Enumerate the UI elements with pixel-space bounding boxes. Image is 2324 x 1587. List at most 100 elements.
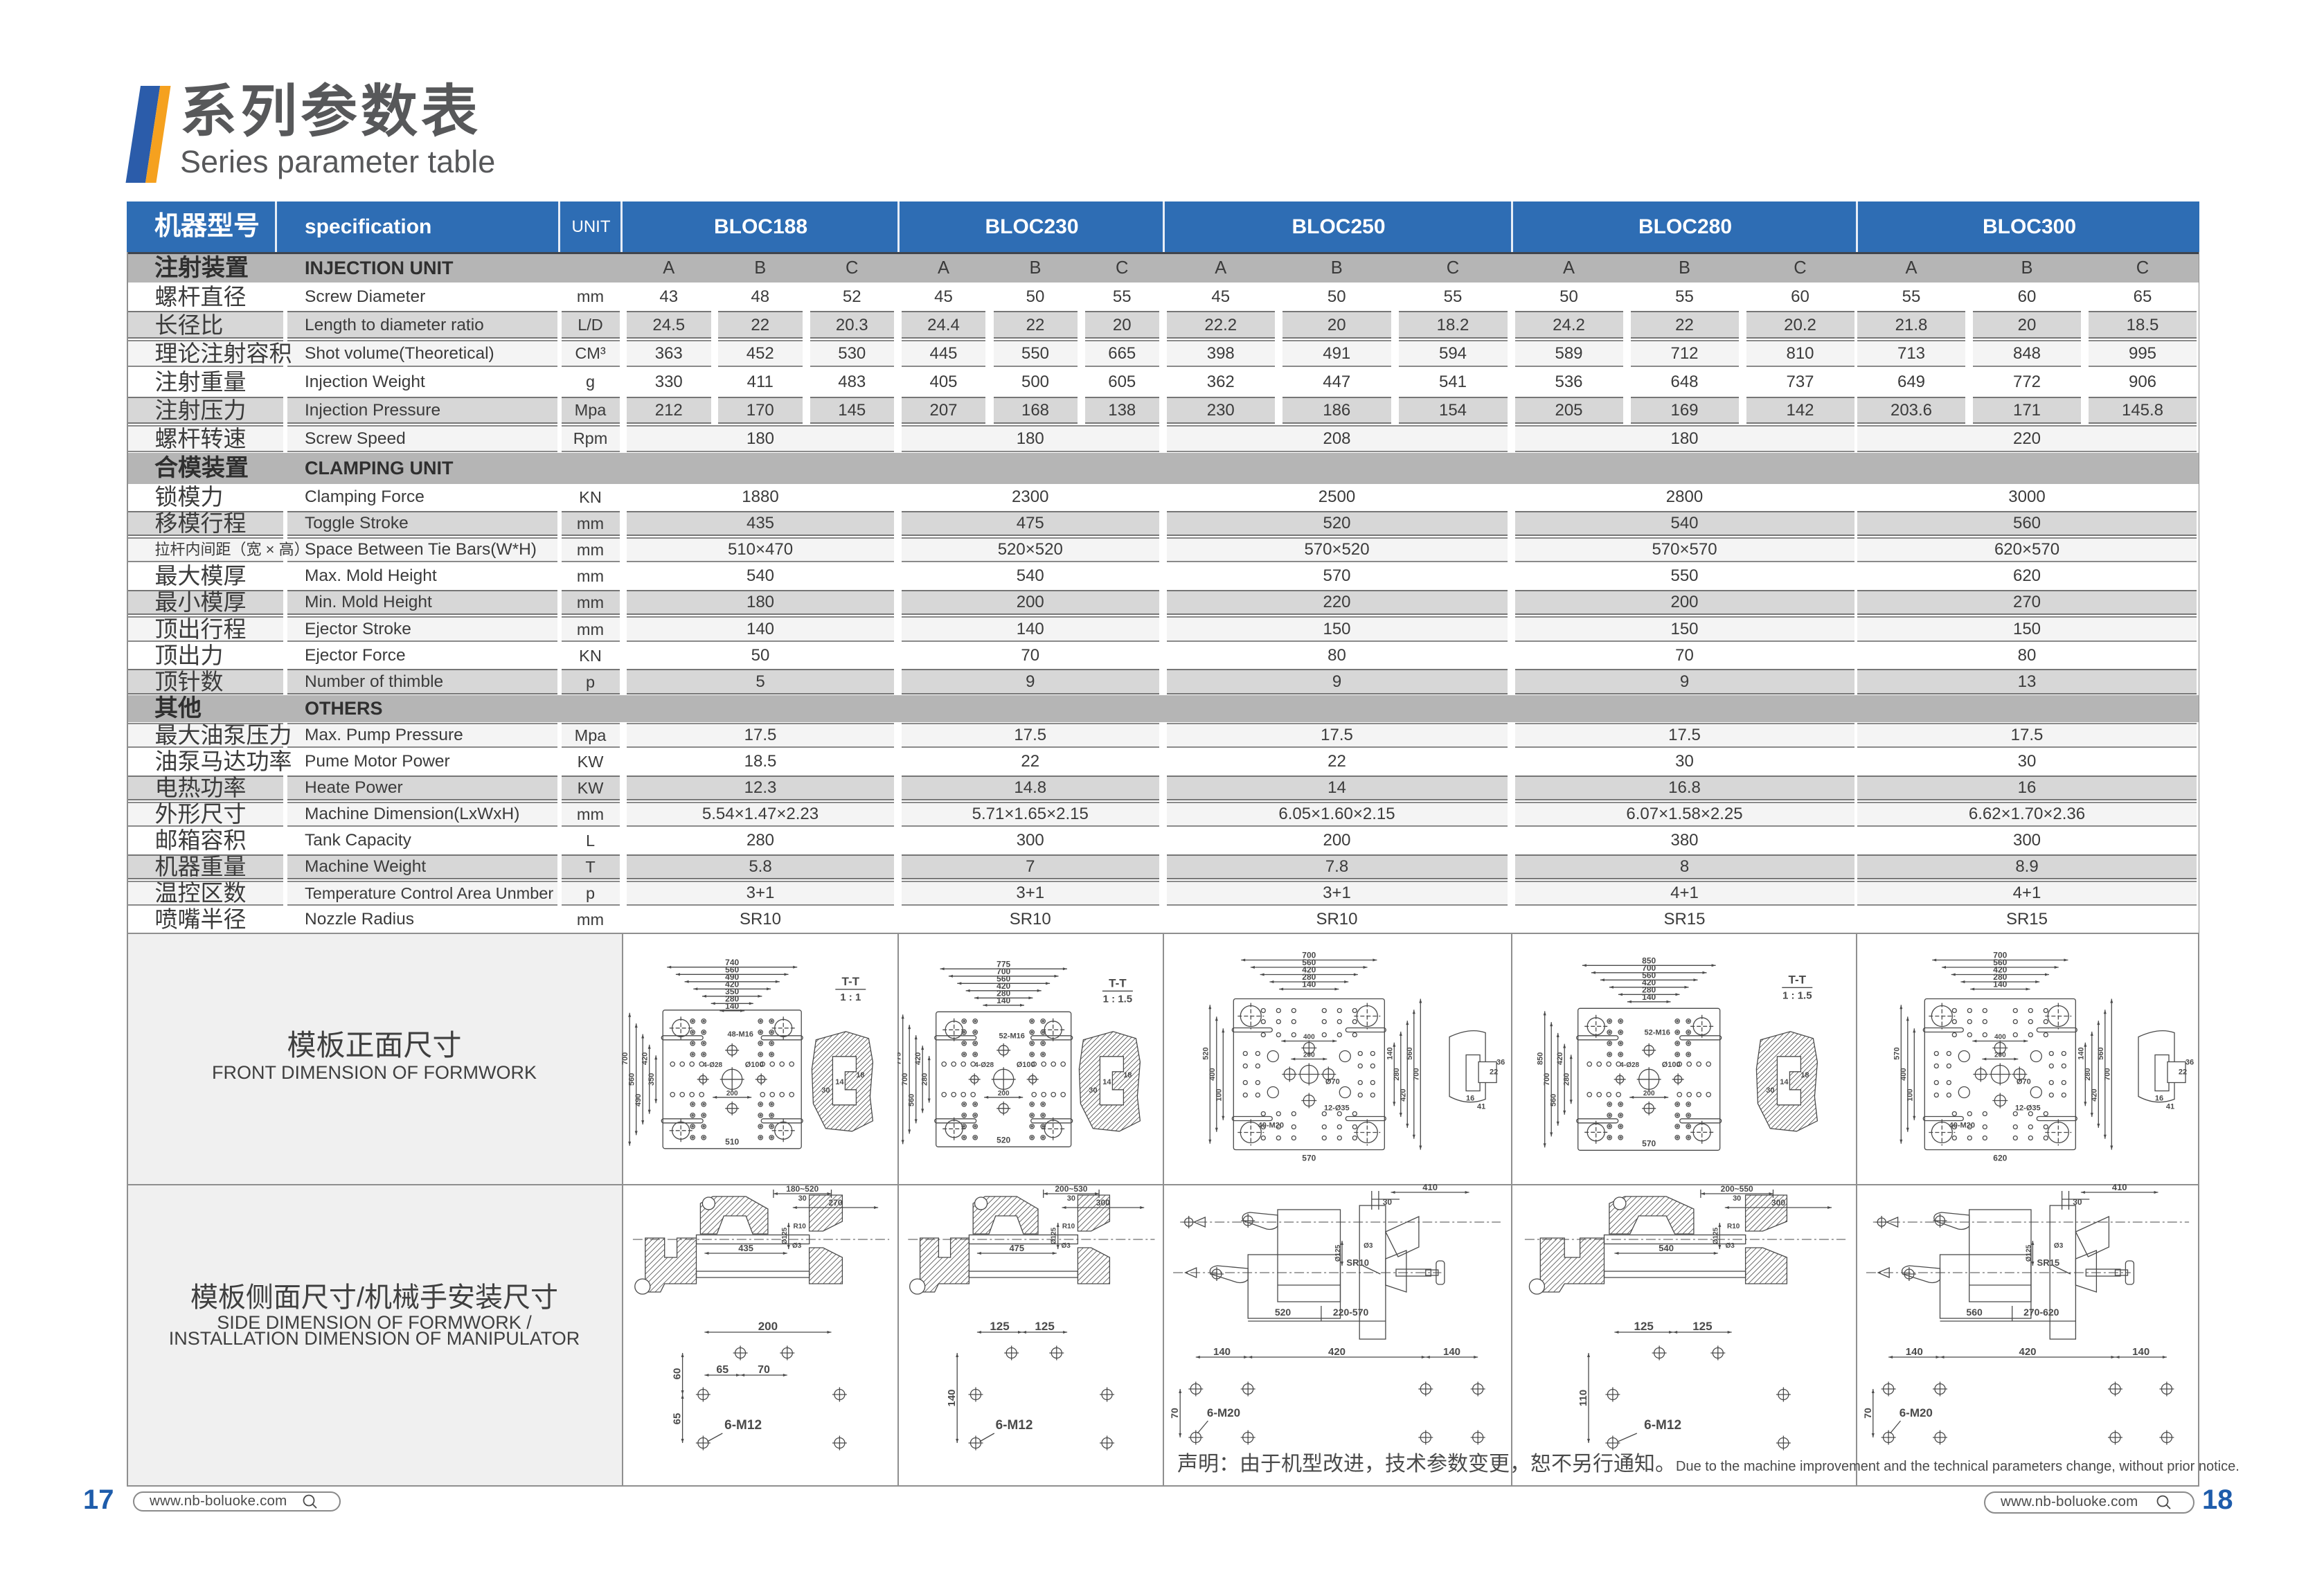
svg-text:220-570: 220-570 <box>1333 1307 1369 1318</box>
svg-text:560: 560 <box>1642 971 1656 980</box>
svg-text:560: 560 <box>908 1094 916 1106</box>
svg-text:520: 520 <box>996 1136 1010 1145</box>
svg-text:1 : 1: 1 : 1 <box>840 992 861 1003</box>
svg-text:140: 140 <box>1213 1346 1231 1358</box>
svg-text:200: 200 <box>1643 1090 1655 1097</box>
svg-text:52-M16: 52-M16 <box>999 1032 1025 1041</box>
svg-text:70: 70 <box>1862 1408 1873 1419</box>
svg-text:700: 700 <box>1412 1068 1420 1081</box>
svg-text:540: 540 <box>1659 1243 1674 1253</box>
svg-text:65: 65 <box>716 1364 729 1376</box>
svg-text:140: 140 <box>1302 980 1316 989</box>
svg-text:200~550: 200~550 <box>1721 1184 1753 1194</box>
svg-text:420: 420 <box>1302 965 1316 975</box>
svg-text:140: 140 <box>2077 1048 2085 1060</box>
svg-text:280: 280 <box>1993 972 2007 982</box>
svg-text:200: 200 <box>1994 1052 2006 1059</box>
svg-text:420: 420 <box>725 980 739 989</box>
svg-text:700: 700 <box>1642 963 1656 973</box>
svg-text:Ø3: Ø3 <box>1062 1242 1071 1250</box>
svg-text:R10: R10 <box>1062 1223 1075 1230</box>
svg-text:400: 400 <box>1208 1068 1217 1081</box>
svg-text:560: 560 <box>2097 1048 2105 1060</box>
svg-text:200~530: 200~530 <box>1055 1184 1087 1194</box>
svg-text:700: 700 <box>1543 1073 1551 1086</box>
svg-text:R10: R10 <box>794 1223 807 1230</box>
svg-text:36: 36 <box>2186 1059 2194 1067</box>
svg-text:Ø100: Ø100 <box>1017 1061 1035 1069</box>
svg-text:Ø3: Ø3 <box>792 1242 802 1250</box>
svg-text:510: 510 <box>725 1137 739 1147</box>
svg-text:22: 22 <box>2179 1068 2187 1077</box>
svg-text:140: 140 <box>725 1001 739 1011</box>
svg-text:420: 420 <box>1642 978 1656 987</box>
svg-text:775: 775 <box>996 960 1010 969</box>
svg-text:18: 18 <box>1123 1071 1132 1079</box>
svg-text:18: 18 <box>1800 1071 1809 1079</box>
svg-text:350: 350 <box>725 987 739 996</box>
svg-text:70: 70 <box>758 1364 770 1376</box>
svg-text:Ø125: Ø125 <box>1712 1227 1719 1244</box>
svg-text:140: 140 <box>1993 980 2007 989</box>
svg-text:280: 280 <box>921 1073 929 1086</box>
svg-text:18: 18 <box>856 1071 864 1079</box>
svg-text:740: 740 <box>725 958 739 967</box>
svg-text:60: 60 <box>672 1368 683 1380</box>
svg-text:700: 700 <box>1993 951 2007 960</box>
svg-text:T-T: T-T <box>1789 974 1807 987</box>
svg-text:140: 140 <box>1642 992 1656 1002</box>
svg-text:280: 280 <box>2084 1068 2092 1081</box>
svg-text:490: 490 <box>634 1094 643 1106</box>
svg-text:140: 140 <box>996 996 1010 1005</box>
svg-text:6-M20: 6-M20 <box>1900 1406 1933 1419</box>
svg-text:570: 570 <box>1302 1154 1316 1163</box>
svg-text:570: 570 <box>1642 1139 1656 1149</box>
svg-text:T-T: T-T <box>1109 977 1127 990</box>
svg-text:560: 560 <box>1966 1307 1983 1318</box>
svg-text:350: 350 <box>647 1073 656 1086</box>
svg-text:100: 100 <box>1215 1089 1223 1102</box>
svg-text:41: 41 <box>1477 1103 1485 1111</box>
svg-text:520: 520 <box>1275 1307 1291 1318</box>
svg-text:30: 30 <box>1067 1194 1075 1203</box>
svg-text:12-Ø35: 12-Ø35 <box>1324 1104 1350 1113</box>
svg-text:475: 475 <box>1009 1243 1024 1253</box>
svg-text:560: 560 <box>725 965 739 975</box>
svg-text:200: 200 <box>998 1090 1010 1097</box>
svg-text:1 : 1.5: 1 : 1.5 <box>1782 990 1812 1002</box>
svg-text:620: 620 <box>1993 1154 2007 1163</box>
svg-text:570: 570 <box>1893 1048 1901 1060</box>
svg-text:270-620: 270-620 <box>2023 1307 2059 1318</box>
svg-text:140: 140 <box>946 1389 958 1406</box>
svg-text:4-Ø28: 4-Ø28 <box>974 1061 994 1069</box>
svg-text:560: 560 <box>1406 1048 1414 1060</box>
svg-text:700: 700 <box>622 1052 629 1065</box>
svg-text:280: 280 <box>1302 972 1316 982</box>
svg-text:22: 22 <box>1490 1068 1498 1077</box>
svg-text:420: 420 <box>1328 1346 1346 1358</box>
svg-text:70: 70 <box>1169 1408 1180 1419</box>
svg-text:110: 110 <box>1577 1390 1589 1406</box>
svg-text:420: 420 <box>2019 1346 2036 1358</box>
svg-text:4-Ø28: 4-Ø28 <box>703 1061 722 1069</box>
svg-text:14: 14 <box>1780 1078 1789 1086</box>
svg-text:125: 125 <box>990 1320 1009 1333</box>
svg-text:40-M20: 40-M20 <box>1949 1122 1975 1130</box>
svg-text:14: 14 <box>835 1078 844 1086</box>
svg-text:140: 140 <box>2132 1346 2149 1358</box>
svg-text:420: 420 <box>2090 1089 2098 1102</box>
svg-text:Ø70: Ø70 <box>2017 1078 2031 1086</box>
svg-text:SR15: SR15 <box>2037 1257 2060 1268</box>
svg-text:125: 125 <box>1634 1320 1654 1333</box>
svg-text:420: 420 <box>1556 1052 1564 1065</box>
svg-text:200: 200 <box>758 1320 778 1333</box>
svg-text:Ø3: Ø3 <box>1726 1242 1735 1250</box>
svg-text:30: 30 <box>1766 1086 1774 1095</box>
svg-text:Ø125: Ø125 <box>2025 1244 2032 1262</box>
svg-text:Ø100: Ø100 <box>745 1061 764 1069</box>
svg-text:270: 270 <box>828 1198 842 1208</box>
svg-text:Ø70: Ø70 <box>1325 1078 1340 1086</box>
svg-text:400: 400 <box>1900 1068 1908 1081</box>
svg-text:420: 420 <box>996 981 1010 991</box>
svg-text:490: 490 <box>725 972 739 982</box>
